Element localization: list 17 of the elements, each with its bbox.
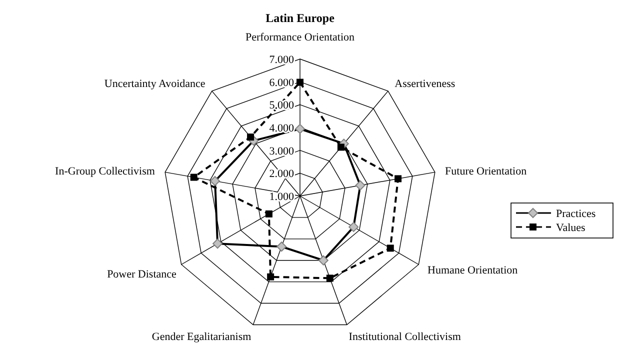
legend-label: Practices bbox=[556, 208, 596, 220]
spoke-label: Uncertainty Avoidance bbox=[104, 78, 206, 90]
spoke-label: In-Group Collectivism bbox=[55, 165, 156, 178]
spoke-label: Institutional Collectivism bbox=[348, 331, 462, 344]
spoke-label: Power Distance bbox=[107, 268, 177, 280]
spoke-label: Gender Egalitarianism bbox=[152, 331, 252, 344]
y-tick-label: 5.000 bbox=[269, 100, 294, 112]
spoke-label: Humane Orientation bbox=[428, 264, 518, 277]
spoke-label: Assertiveness bbox=[394, 78, 456, 90]
y-tick-label: 4.000 bbox=[269, 122, 294, 134]
y-tick-label: 3.000 bbox=[269, 145, 294, 158]
spoke-label: Performance Orientation bbox=[245, 32, 356, 44]
y-tick-label: 6.000 bbox=[269, 76, 294, 89]
y-tick-label: 7.000 bbox=[269, 54, 294, 66]
spoke-label: Future Orientation bbox=[445, 165, 528, 178]
chart-title: Latin Europe bbox=[266, 11, 336, 25]
legend-label: Values bbox=[556, 222, 586, 234]
